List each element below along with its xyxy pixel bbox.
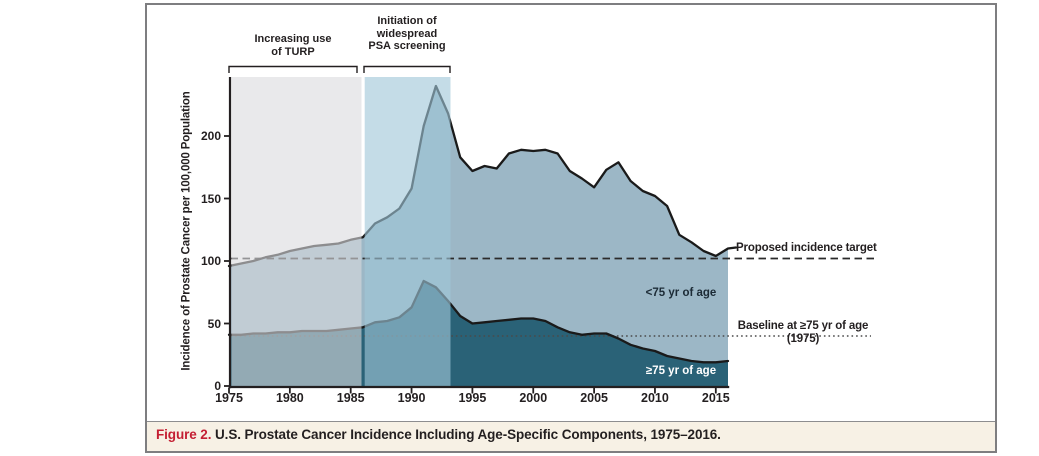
psa-era-overlay	[364, 77, 451, 386]
baseline-label-line2: (1975)	[786, 333, 820, 345]
x-tick-label: 1980	[275, 391, 304, 405]
psa-era-label: Initiation of widespread PSA screening	[347, 15, 467, 53]
x-tick-label: 1975	[215, 391, 243, 405]
x-tick-label: 2015	[701, 391, 730, 405]
x-tick-label: 1995	[458, 391, 487, 405]
x-tick-label: 2000	[519, 391, 548, 405]
x-tick-label: 2010	[641, 391, 669, 405]
proposed-target-label: Proposed incidence target	[736, 242, 877, 254]
turp-era-label: Increasing use of TURP	[223, 33, 363, 58]
turp-bracket	[228, 65, 358, 73]
psa-era-label-line1: Initiation of	[377, 15, 437, 27]
psa-era-label-line2: widespread	[376, 27, 438, 40]
psa-bracket	[363, 65, 451, 73]
turp-era-overlay	[231, 77, 362, 386]
x-tick-label: 1985	[336, 391, 365, 405]
baseline-label-line1: Baseline at ≥75 yr of age	[737, 320, 869, 332]
y-tick-label: 150	[200, 191, 221, 206]
y-tick-label: 100	[200, 254, 221, 268]
caption-bar: Figure 2. U.S. Prostate Cancer Incidence…	[147, 421, 995, 451]
series-label-under75: <75 yr of age	[645, 287, 717, 299]
y-tick-label: 200	[200, 129, 221, 143]
x-tick-label: 1990	[397, 391, 426, 405]
axis-tick-marks	[224, 135, 717, 394]
series-label-over75: ≥75 yr of age	[645, 365, 717, 377]
caption-title: U.S. Prostate Cancer Incidence Including…	[211, 427, 721, 442]
y-tick-label: 50	[207, 316, 221, 331]
figure-caption: Figure 2. U.S. Prostate Cancer Incidence…	[156, 427, 721, 442]
psa-era-label-line3: PSA screening	[368, 40, 446, 52]
baseline-label: Baseline at ≥75 yr of age (1975)	[735, 320, 871, 346]
turp-era-label-line2: of TURP	[271, 45, 315, 58]
caption-figure-number: Figure 2.	[156, 427, 212, 442]
turp-era-label-line1: Increasing use	[254, 33, 332, 45]
x-tick-label: 2005	[580, 391, 608, 405]
y-tick-label: 0	[214, 379, 221, 393]
